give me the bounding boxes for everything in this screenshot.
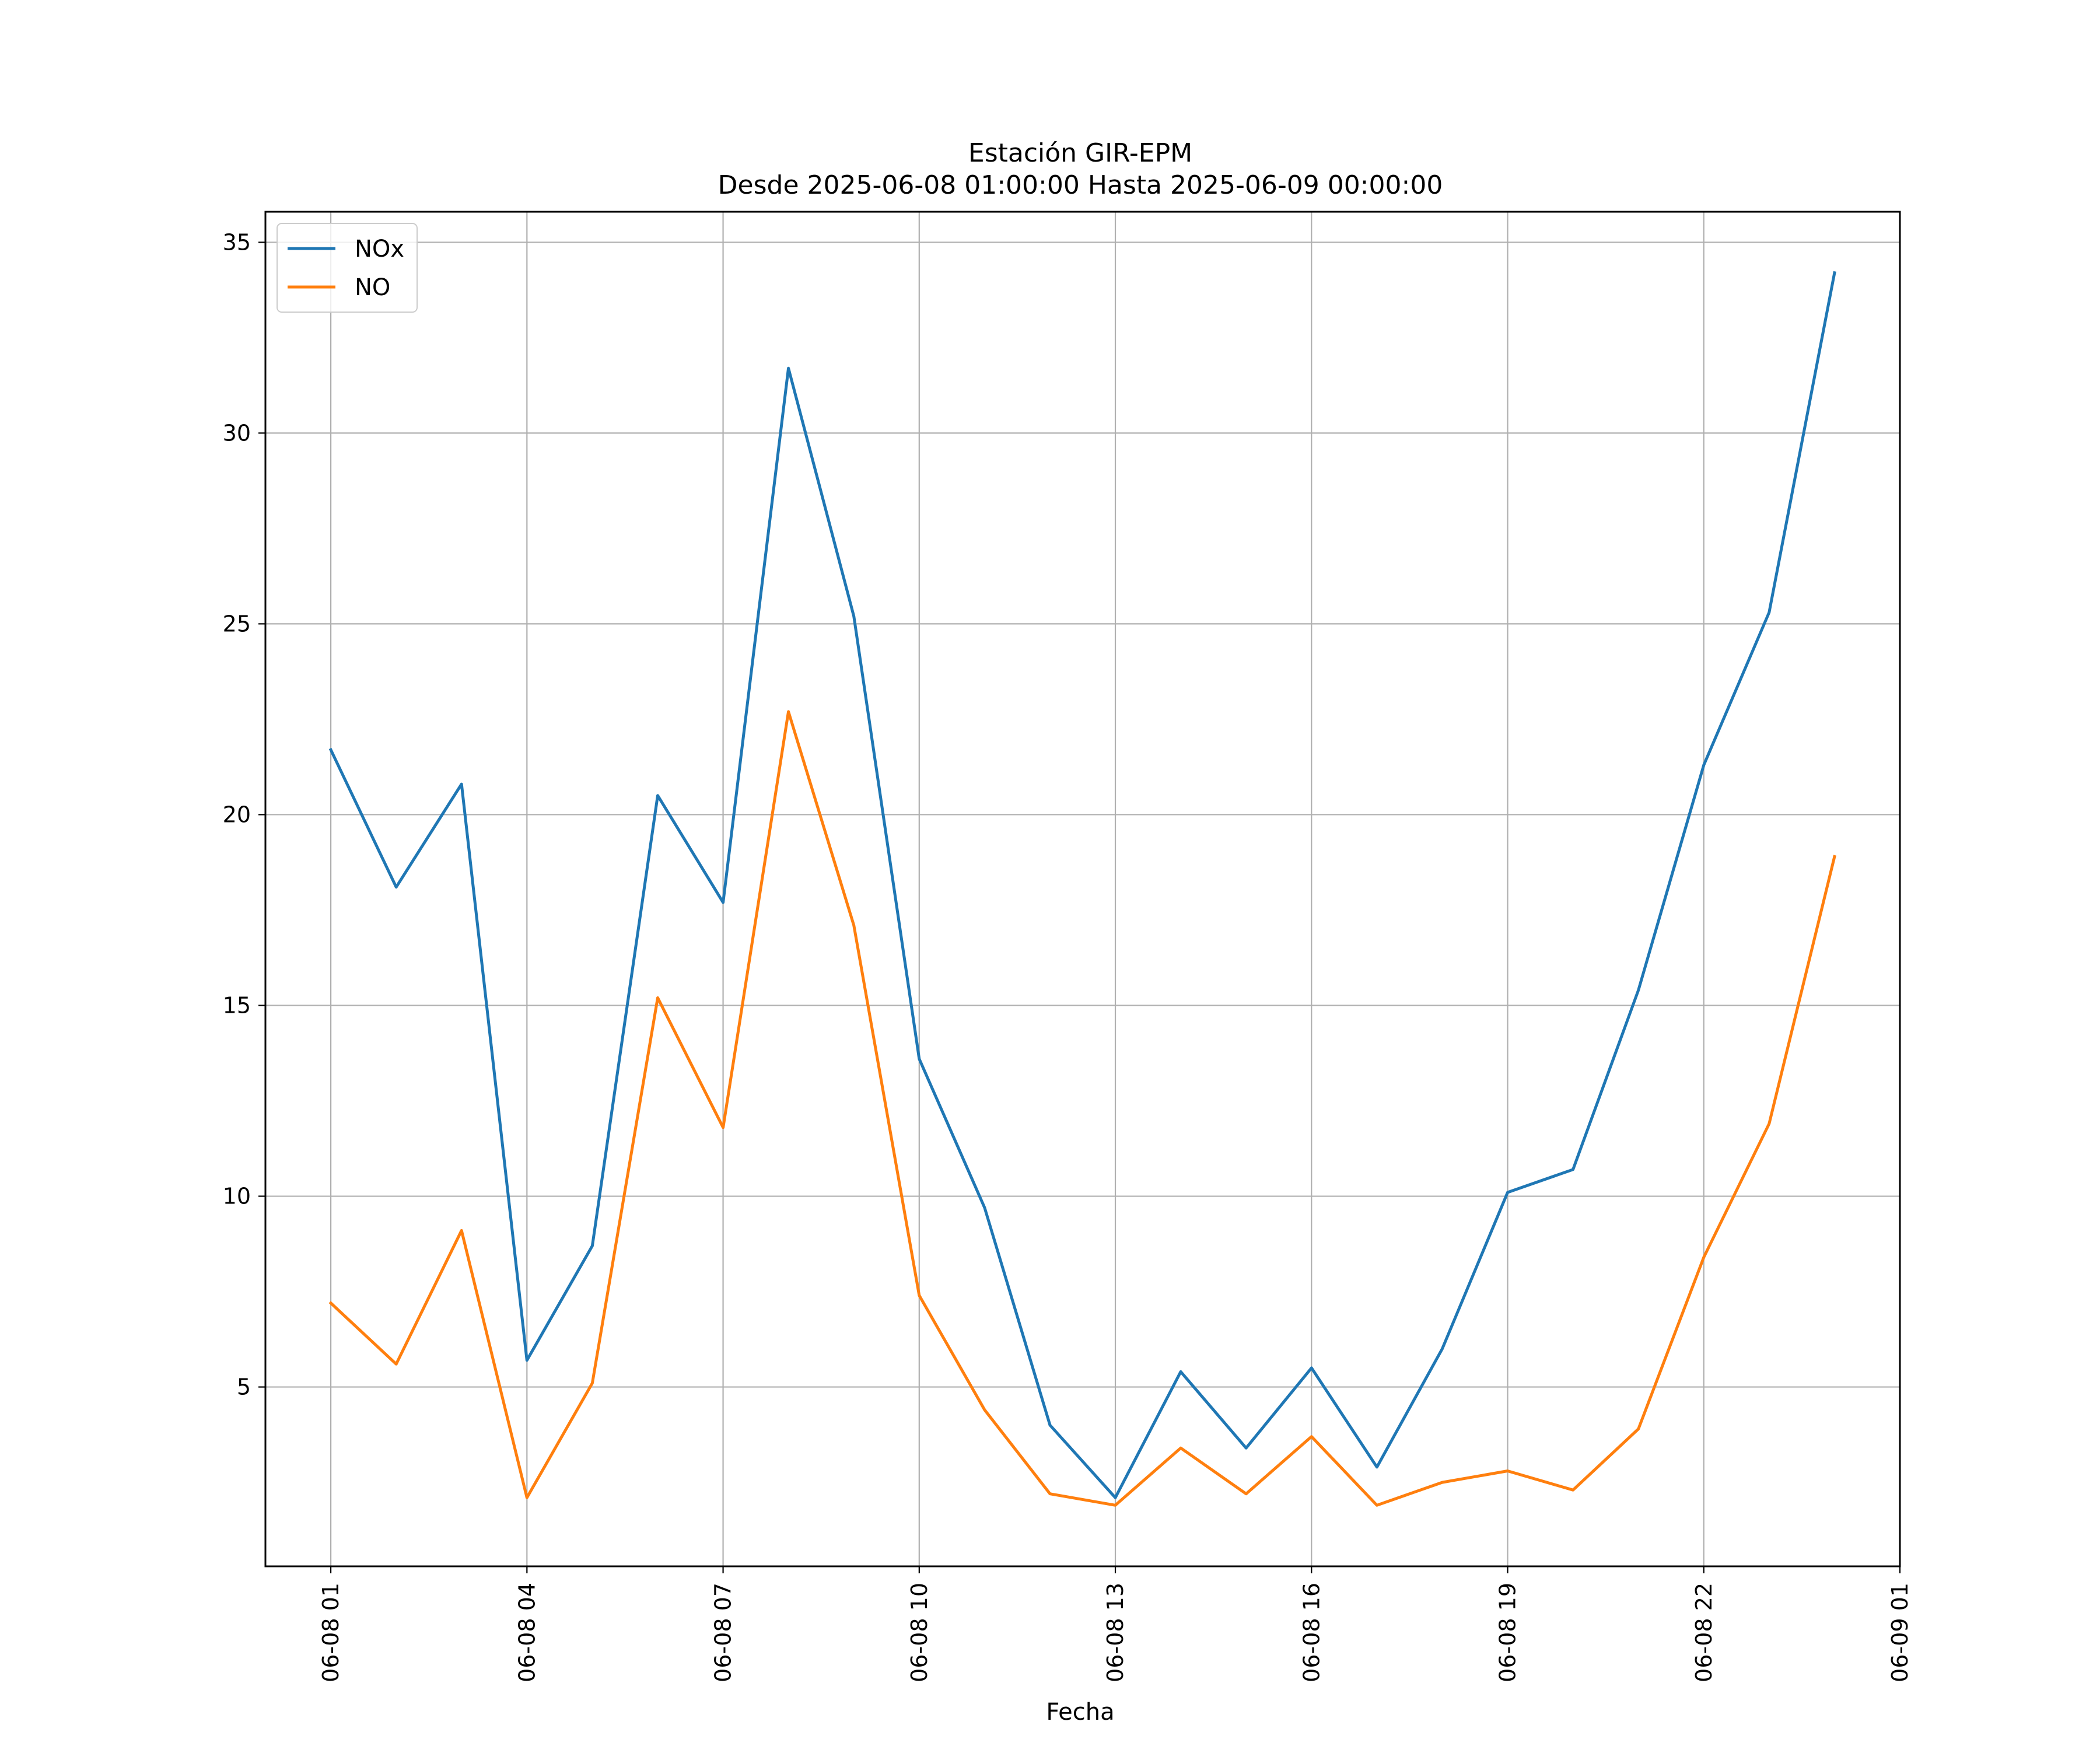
y-tick-label: 35 xyxy=(223,229,251,255)
series-lines xyxy=(328,271,1836,1507)
y-tick-label: 20 xyxy=(223,802,251,827)
x-tick-label: 06-08 13 xyxy=(1102,1583,1128,1682)
y-tick-label: 10 xyxy=(223,1184,251,1209)
x-tick-label: 06-08 10 xyxy=(907,1583,932,1682)
y-tick-label: 25 xyxy=(223,611,251,636)
chart-title: Estación GIR-EPM xyxy=(968,138,1192,168)
x-axis-label: Fecha xyxy=(1046,1699,1114,1726)
y-tick-label: 5 xyxy=(237,1374,251,1400)
series-line-no xyxy=(328,710,1836,1507)
axis-ticks: 06-08 01 06-08 04 06-08 07 06-08 10 06-08 13… xyxy=(223,229,1913,1682)
legend-box xyxy=(276,223,418,313)
chart-subtitle: Desde 2025-06-08 01:00:00 Hasta 2025-06-… xyxy=(718,170,1443,200)
x-tick-label: 06-08 04 xyxy=(514,1583,540,1682)
x-tick-label: 06-08 19 xyxy=(1495,1583,1521,1682)
y-tick-label: 30 xyxy=(223,420,251,446)
x-tick-label: 06-08 01 xyxy=(318,1583,344,1682)
legend-label-no: NO xyxy=(355,274,390,301)
x-tick-label: 06-08 22 xyxy=(1691,1583,1717,1682)
x-tick-label: 06-08 16 xyxy=(1298,1583,1324,1682)
plot-frame xyxy=(264,211,1901,1567)
series-line-nox xyxy=(328,271,1836,1499)
x-tick-label: 06-08 07 xyxy=(710,1583,736,1682)
legend-label-nox: NOx xyxy=(355,236,404,263)
legend: NOx NO xyxy=(276,223,418,313)
x-tick-label: 06-09 01 xyxy=(1887,1583,1913,1682)
y-tick-label: 15 xyxy=(223,992,251,1018)
